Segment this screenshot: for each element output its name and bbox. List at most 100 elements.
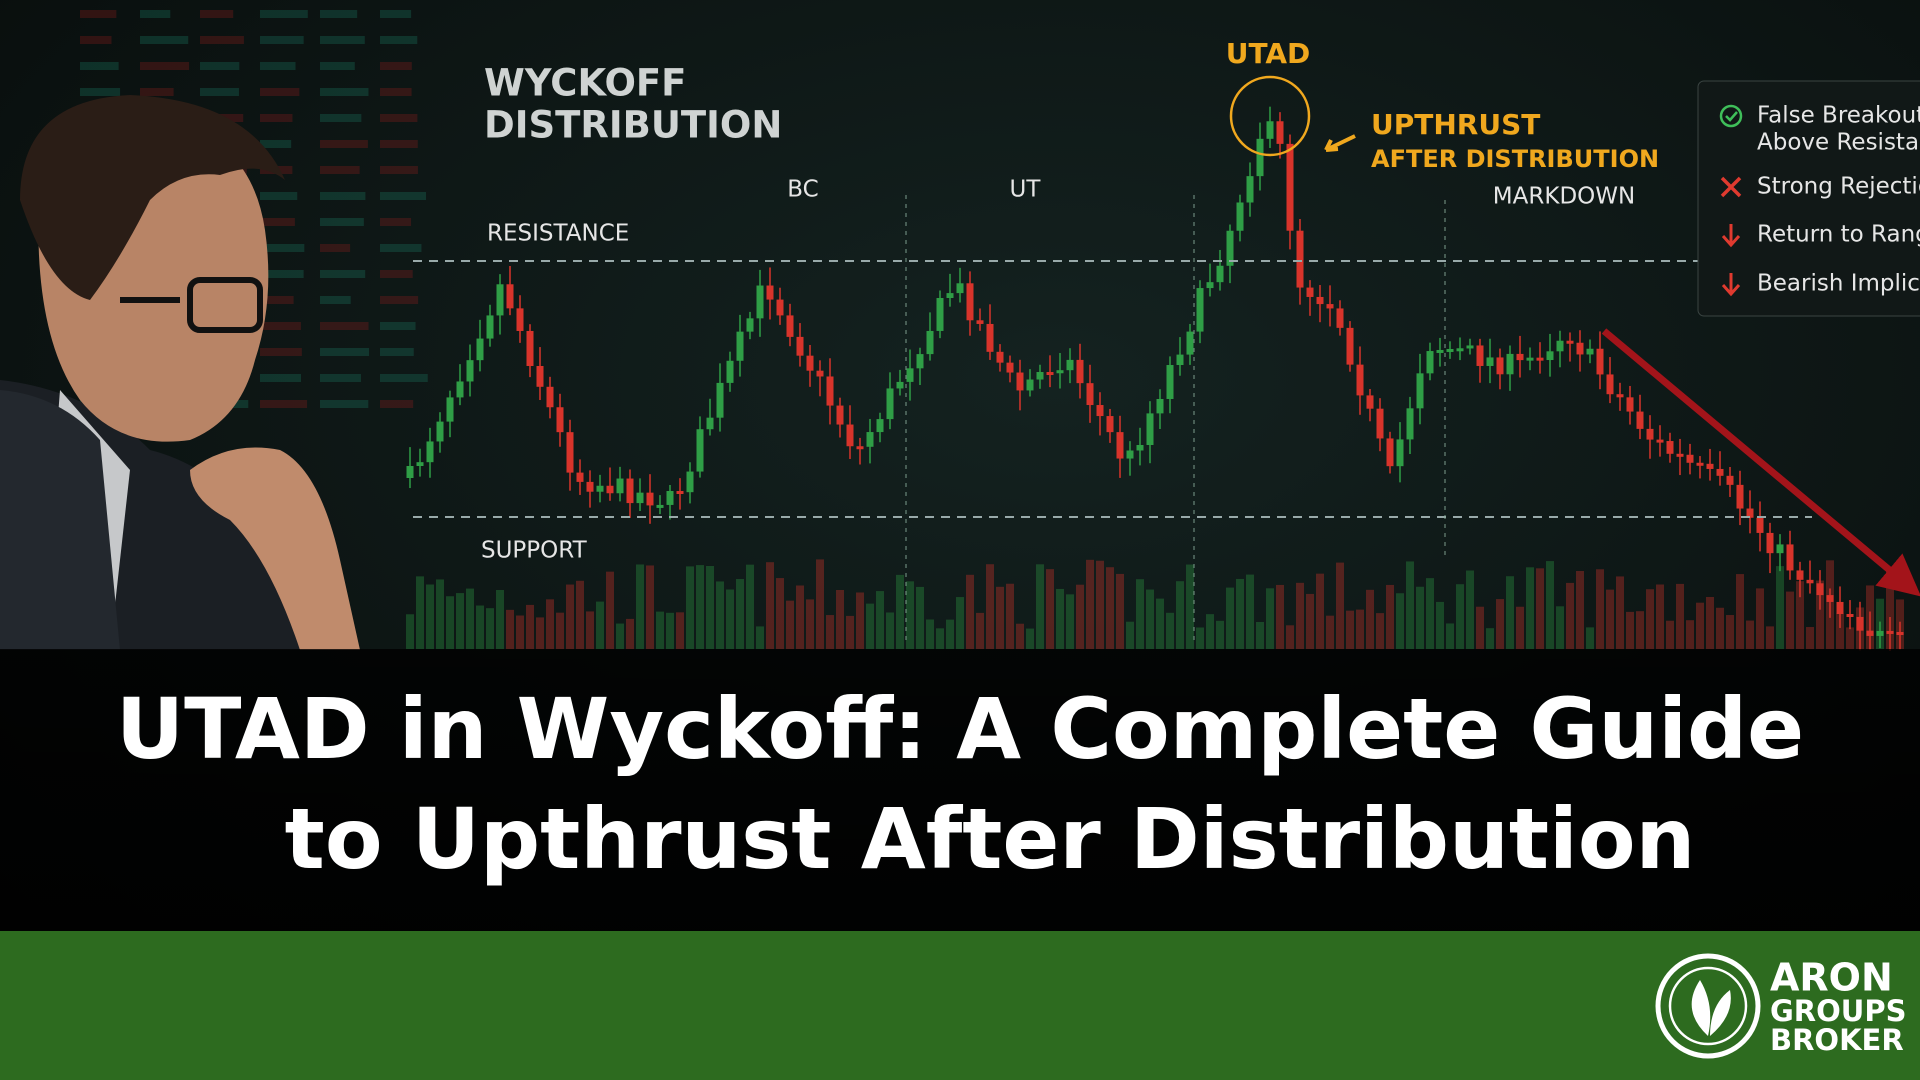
candle-body	[1246, 176, 1254, 203]
candle-body	[916, 354, 924, 369]
headline-band	[0, 649, 1920, 931]
candle-body	[686, 471, 694, 493]
logo-text: ARON	[1770, 956, 1893, 1000]
volume-bar	[1686, 620, 1694, 649]
candle-body	[1656, 439, 1664, 443]
upthrust-arrow	[1324, 134, 1356, 152]
candle-body	[846, 424, 854, 447]
candle-body	[1556, 340, 1564, 352]
panel-title: DISTRIBUTION	[484, 104, 782, 147]
candle-body	[786, 315, 794, 337]
candle-body	[1076, 359, 1084, 384]
resistance-label: RESISTANCE	[487, 221, 629, 247]
volume-bar	[1656, 584, 1664, 649]
volume-bar	[1136, 579, 1144, 649]
candle-body	[1526, 357, 1534, 361]
volume-bar	[936, 628, 944, 649]
candle-body	[836, 405, 844, 425]
volume-bar	[1326, 615, 1334, 649]
candle-body	[1516, 353, 1524, 361]
ticker-cell	[380, 244, 422, 252]
volume-bar	[546, 599, 554, 649]
ticker-cell	[380, 296, 419, 304]
volume-bar	[1826, 560, 1834, 649]
volume-bar	[1216, 620, 1224, 649]
volume-bar	[656, 611, 664, 649]
volume-bar	[1886, 570, 1894, 649]
candle-body	[866, 432, 874, 447]
candle-body	[1836, 601, 1844, 615]
upthrust-label: UPTHRUST	[1371, 108, 1540, 141]
volume-bar	[976, 612, 984, 649]
ticker-cell	[260, 140, 292, 148]
volume-bar	[1346, 610, 1354, 649]
volume-bar	[1856, 607, 1864, 649]
volume-bar	[1256, 621, 1264, 649]
volume-bar	[786, 600, 794, 649]
ticker-cell	[380, 10, 412, 18]
ticker-cell	[320, 192, 366, 200]
volume-bar	[1426, 578, 1434, 649]
candle-body	[1276, 121, 1284, 144]
volume-bar	[946, 619, 954, 649]
volume-bar	[1526, 567, 1534, 649]
markdown-arrow	[1601, 328, 1920, 597]
volume-bar	[1576, 570, 1584, 649]
candle-body	[456, 381, 464, 398]
candle-body	[566, 432, 574, 473]
volume-bar	[616, 623, 624, 649]
ticker-cell	[320, 88, 369, 96]
volume-bar	[1736, 574, 1744, 649]
candle-body	[616, 478, 624, 494]
volume-bar	[586, 611, 594, 649]
candle-body	[1216, 265, 1224, 283]
volume-bar	[916, 586, 924, 649]
ticker-cell	[200, 62, 240, 70]
volume-bar	[1336, 562, 1344, 649]
volume-bar	[746, 564, 754, 649]
candle-body	[1476, 345, 1484, 366]
ticker-cell	[200, 36, 244, 44]
candle-body	[1666, 441, 1674, 454]
candle-body	[426, 441, 434, 463]
volume-bar	[986, 564, 994, 649]
volume-bar	[1546, 561, 1554, 649]
volume-bar	[1096, 560, 1104, 649]
candle-body	[1306, 287, 1314, 297]
volume-bar	[1076, 584, 1084, 649]
candles	[406, 106, 1904, 651]
volume-bar	[1056, 588, 1064, 649]
candle-body	[1606, 374, 1614, 395]
volume-bar	[1406, 561, 1414, 649]
volume-bar	[806, 599, 814, 649]
candle-body	[1736, 484, 1744, 509]
volume-bar	[736, 579, 744, 649]
volume-bar	[596, 601, 604, 649]
candle-body	[1676, 453, 1684, 457]
volume-bar	[956, 597, 964, 649]
volume-bar	[1836, 613, 1844, 649]
candle-body	[1226, 230, 1234, 266]
logo-text: BROKER	[1770, 1023, 1904, 1057]
volume-bar	[1516, 606, 1524, 649]
ticker-cell	[320, 218, 364, 226]
volume-bar	[466, 588, 474, 649]
candle-body	[1696, 462, 1704, 466]
candle-body	[1376, 408, 1384, 439]
candle-body	[1616, 394, 1624, 398]
legend-box	[1697, 80, 1920, 317]
volume-bar	[506, 609, 514, 649]
candle-body	[956, 283, 964, 294]
volume-bar	[1846, 627, 1854, 649]
candle-body	[756, 285, 764, 319]
candle-body	[1816, 583, 1824, 596]
candle-body	[436, 421, 444, 442]
ticker-cell	[260, 400, 308, 408]
candle-body	[1326, 304, 1334, 309]
candle-body	[1826, 595, 1834, 602]
candle-body	[1626, 397, 1634, 412]
volume-bar	[876, 591, 884, 649]
candle-body	[1446, 348, 1454, 352]
legend-item: Strong Rejection	[1757, 174, 1920, 200]
ticker-cell	[320, 36, 365, 44]
